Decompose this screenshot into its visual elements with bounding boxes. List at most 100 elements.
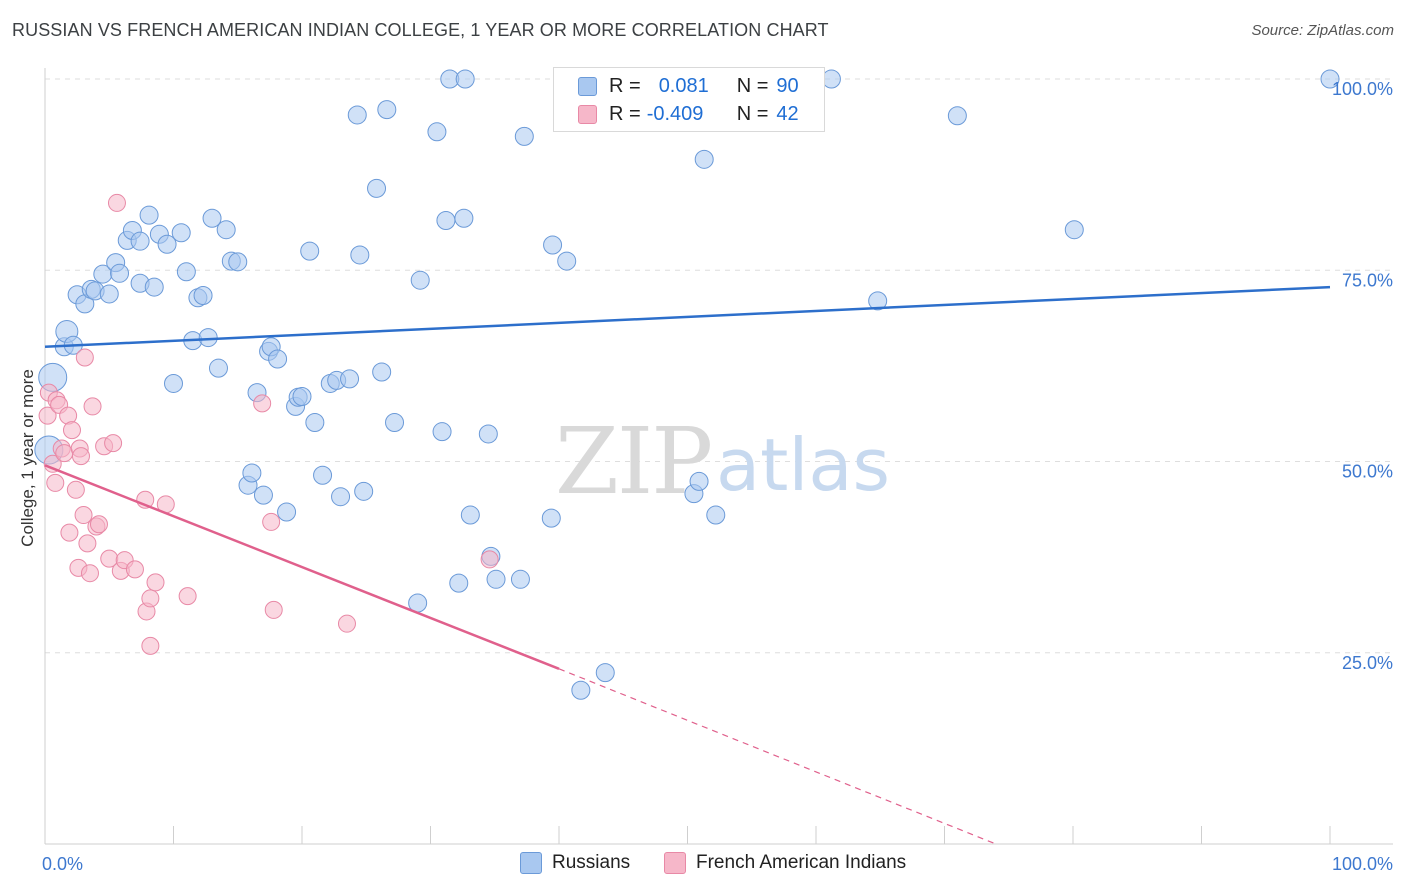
russians-point-43 (292, 386, 312, 406)
legend-swatch-french (578, 104, 597, 124)
french-trend-extension (558, 668, 997, 845)
russians-point-52 (350, 245, 370, 265)
french-point-9 (60, 523, 79, 542)
french-point-2 (43, 454, 62, 473)
french-point-0 (38, 406, 57, 425)
russians-point-57 (385, 412, 405, 432)
legend-label-french: French American Indians (696, 852, 907, 873)
russians-point-85 (868, 291, 888, 311)
chart-title: RUSSIAN VS FRENCH AMERICAN INDIAN COLLEG… (12, 20, 829, 40)
french-point-39 (337, 614, 356, 633)
french-point-24 (104, 434, 123, 453)
russians-point-21 (164, 373, 183, 393)
legend-swatch-russians (578, 76, 597, 96)
russians-point-49 (331, 487, 351, 507)
french-point-15 (74, 506, 93, 525)
french-point-36 (253, 394, 272, 413)
russians-point-75 (557, 251, 577, 271)
russians-point-70 (486, 569, 506, 589)
legend-row-russians: R = 0.081 N = 90 (578, 73, 799, 99)
legend-item-russians: Russians (520, 852, 630, 874)
french-point-35 (178, 587, 197, 606)
legend-n-label: N = (736, 102, 769, 125)
russians-point-87 (1064, 220, 1084, 240)
watermark-atlas: atlas (716, 423, 890, 507)
russians-point-45 (305, 412, 325, 432)
russians-point-12 (110, 263, 130, 283)
legend-n-value-russians: 90 (776, 74, 799, 97)
russians-point-15 (130, 231, 150, 251)
russians-point-36 (253, 485, 273, 505)
russians-point-51 (347, 105, 367, 125)
russians-point-62 (436, 211, 456, 231)
french-point-25 (107, 193, 126, 212)
russians-point-84 (821, 69, 841, 89)
russians-point-67 (460, 505, 480, 525)
russians-point-54 (367, 178, 387, 198)
y-tick-label-3: 100.0% (1332, 79, 1393, 99)
legend-item-french: French American Indians (664, 852, 906, 874)
french-trend-line (44, 464, 560, 670)
russians-point-56 (377, 100, 397, 120)
french-point-14 (71, 447, 90, 466)
russians-point-23 (176, 262, 196, 282)
gridlines (45, 78, 1393, 654)
russians-point-72 (514, 126, 534, 146)
legend-r-label: R = (609, 74, 641, 97)
trend-lines (44, 285, 1331, 845)
russians-point-39 (268, 349, 288, 369)
legend-r-label: R = (609, 102, 641, 125)
french-point-32 (141, 636, 160, 655)
russians-point-28 (202, 208, 222, 228)
french-point-10 (62, 421, 81, 440)
russians-point-65 (454, 208, 474, 228)
correlation-legend: R = 0.081 N = 90 R = -0.409 N = 42 (553, 67, 825, 132)
y-tick-label-0: 25.0% (1342, 653, 1393, 673)
french-point-11 (66, 480, 85, 499)
french-point-19 (83, 397, 102, 416)
legend-n-value-french: 42 (776, 102, 799, 125)
french-point-28 (125, 560, 144, 579)
y-tick-label-1: 50.0% (1342, 462, 1393, 482)
x-tick-label-min: 0.0% (42, 854, 83, 874)
data-points (34, 69, 1340, 700)
french-point-7 (55, 444, 74, 463)
series-legend: Russians French American Indians (0, 850, 1406, 880)
russians-point-60 (427, 122, 447, 142)
legend-r-value-russians: 0.081 (658, 74, 709, 97)
russians-point-80 (689, 471, 709, 491)
legend-swatch-french (664, 852, 686, 874)
tick-labels: 25.0% 50.0% 75.0% 100.0% 0.0% 100.0% (42, 79, 1393, 874)
french-point-33 (146, 573, 165, 592)
y-tick-label-2: 75.0% (1342, 270, 1393, 290)
russians-point-22 (171, 223, 191, 243)
russians-point-82 (706, 505, 726, 525)
russians-point-29 (208, 358, 228, 378)
x-tick-label-max: 100.0% (1332, 854, 1393, 874)
russians-point-81 (694, 149, 714, 169)
russians-point-88 (1320, 69, 1340, 89)
russians-point-55 (372, 362, 392, 382)
french-point-40 (480, 550, 499, 569)
french-point-38 (264, 600, 283, 619)
legend-n-label: N = (736, 74, 769, 97)
russians-point-66 (455, 69, 475, 89)
russians-point-20 (157, 234, 177, 254)
chart-source: Source: ZipAtlas.com (1251, 22, 1394, 39)
russians-point-44 (300, 241, 320, 261)
y-axis-label: College, 1 year or more (18, 369, 37, 547)
french-point-18 (80, 564, 99, 583)
legend-label-russians: Russians (552, 852, 631, 873)
russians-point-53 (354, 481, 374, 501)
russians-point-86 (947, 106, 967, 126)
russians-point-27 (198, 328, 218, 348)
russians-point-50 (340, 369, 360, 389)
french-point-17 (78, 534, 97, 553)
french-point-3 (46, 473, 65, 492)
french-point-21 (89, 515, 108, 534)
russians-trend-line (44, 285, 1331, 348)
russians-point-77 (595, 663, 615, 683)
russians-point-71 (510, 569, 530, 589)
russians-point-59 (410, 270, 430, 290)
